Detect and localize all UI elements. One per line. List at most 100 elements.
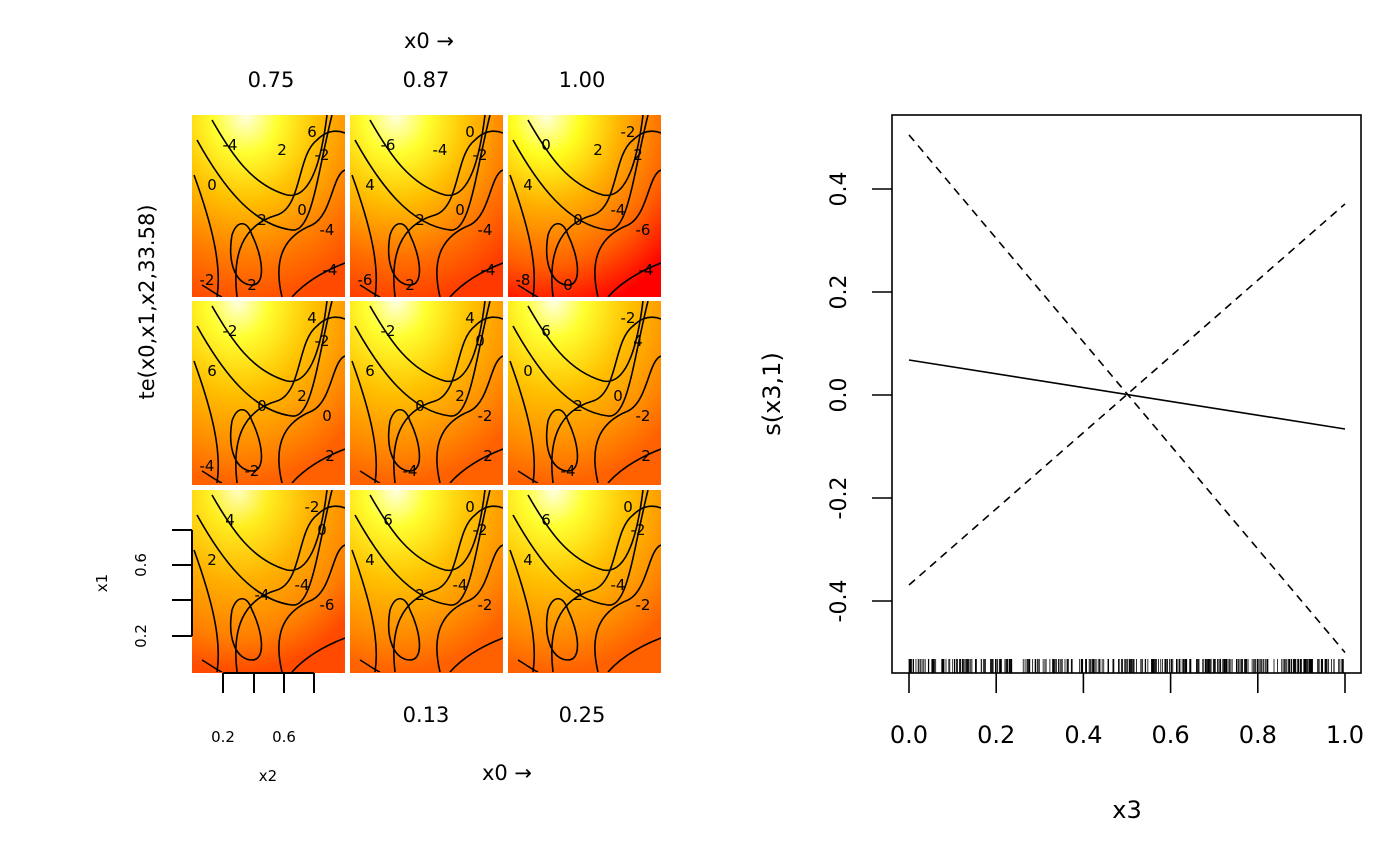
contour-label: 4: [307, 309, 317, 327]
contour-line: [436, 355, 503, 483]
contour-label: 0: [207, 176, 217, 194]
contour-line: [551, 316, 661, 483]
contour-label: -2: [315, 332, 330, 350]
contour-label: 0: [523, 362, 533, 380]
contour-label: -4: [433, 141, 448, 159]
contour-label: -4: [403, 462, 418, 480]
contour-label: 6: [541, 322, 551, 340]
contour-line: [545, 408, 579, 472]
y-axis-label: s(x3,1): [758, 352, 786, 436]
contour-label: -2: [315, 146, 330, 164]
contour-panel-r2-c2: 6 0 4 -2 2 -4 -2: [508, 490, 661, 673]
contour-label: -4: [295, 576, 310, 594]
top-slice-label-2: 1.00: [559, 68, 606, 92]
contour-label: -2: [381, 322, 396, 340]
contour-label: 0: [297, 201, 307, 219]
contour-line: [235, 316, 345, 483]
contour-line: [291, 262, 345, 297]
x-tick-label: 0.8: [1239, 721, 1277, 749]
contour-label: -2: [478, 407, 493, 425]
inner-xtick-label-1: 0.6: [272, 728, 296, 746]
contour-label: 2: [641, 447, 651, 465]
x-tick-label: 0.0: [890, 721, 928, 749]
inner-ylabel: x1: [93, 574, 111, 592]
contour-label: -6: [358, 271, 373, 289]
contour-line: [229, 408, 263, 472]
x-tick-label: 0.2: [977, 721, 1015, 749]
contour-label: -2: [245, 462, 260, 480]
y-tick-label: -0.4: [827, 580, 852, 623]
contour-label: 2: [483, 447, 493, 465]
contour-line: [278, 544, 345, 672]
contour-line: [517, 284, 539, 297]
contour-label: 2: [415, 211, 425, 229]
contour-panel-r1-c1: -2 4 6 0 0 2 -2 2 -4: [350, 301, 503, 485]
contour-label: 2: [247, 276, 257, 294]
contour-panels: -460-220-4-42-22 -604-220-4-42-6-4 0-2420-…: [192, 115, 661, 673]
contour-label: 2: [415, 586, 425, 604]
contour-label: -2: [473, 146, 488, 164]
bottom-slice-axis-label: x0 →: [482, 761, 532, 785]
y-axis: -0.4 -0.2 0.0 0.2 0.4: [827, 172, 892, 623]
x-tick-label: 0.4: [1064, 721, 1102, 749]
contour-line: [201, 659, 223, 672]
contour-label: -4: [323, 261, 338, 279]
contour-line: [354, 301, 491, 417]
contour-line: [517, 659, 539, 672]
contour-line: [196, 115, 333, 231]
contour-line: [509, 174, 536, 297]
y-tick-label: -0.2: [827, 477, 852, 520]
contour-line: [196, 301, 333, 417]
contour-label: -4: [561, 462, 576, 480]
series-group: [908, 134, 1346, 654]
contour-label: 2: [593, 141, 603, 159]
contour-label: -4: [255, 586, 270, 604]
y-tick-label: 0.4: [827, 172, 852, 207]
contour-label: 0: [613, 387, 623, 405]
contour-line: [512, 490, 649, 606]
top-slice-label-1: 0.87: [403, 68, 450, 92]
top-slice-axis-label: x0 →: [404, 29, 454, 53]
x-tick-label: 1.0: [1326, 721, 1364, 749]
contour-line: [387, 222, 421, 286]
contour-line: [211, 115, 328, 196]
contour-line: [393, 505, 503, 672]
contour-line: [545, 222, 579, 286]
contour-line: [527, 490, 644, 571]
contour-line: [291, 448, 345, 483]
contour-label: 4: [365, 551, 375, 569]
contour-line: [387, 408, 421, 472]
contour-label: 2: [573, 397, 583, 415]
contour-label: 4: [523, 551, 533, 569]
inner-y-axis: [172, 529, 193, 637]
te-slice-plot: x0 → 0.75 0.87 1.00 te(x0,x1,x2,33.58) -…: [93, 29, 661, 785]
contour-label: 6: [541, 511, 551, 529]
contour-label: 6: [307, 123, 317, 141]
contour-line: [551, 130, 661, 297]
contour-label: 4: [225, 511, 235, 529]
contour-line: [594, 169, 661, 297]
contour-panel-r0-c0: -4 6 0 -2 2 0 -4 -4 2 -2 2: [192, 115, 345, 297]
contour-label: -4: [611, 576, 626, 594]
contour-label: 2: [277, 141, 287, 159]
contour-label: -4: [639, 261, 654, 279]
contour-line: [393, 316, 503, 483]
inner-xlabel: x2: [259, 767, 277, 785]
contour-line: [512, 301, 649, 417]
contour-line: [517, 470, 539, 483]
inner-xtick-label-0: 0.2: [211, 728, 235, 746]
inner-x-axis: [222, 672, 315, 693]
y-tick-label: 0.0: [827, 378, 852, 413]
contour-line: [393, 130, 503, 297]
contour-line: [278, 355, 345, 483]
contour-panel-r0-c2: 0 -2 4 2 0 -4 -6 -4 0 -8 2: [508, 115, 661, 297]
contour-line: [509, 360, 536, 483]
contour-line: [351, 174, 378, 297]
contour-line: [201, 284, 223, 297]
contour-line: [527, 301, 644, 382]
contour-label: 0: [317, 521, 327, 539]
contour-label: -2: [305, 498, 320, 516]
contour-label: 0: [322, 407, 332, 425]
contour-line: [235, 130, 345, 297]
contour-line: [359, 470, 381, 483]
